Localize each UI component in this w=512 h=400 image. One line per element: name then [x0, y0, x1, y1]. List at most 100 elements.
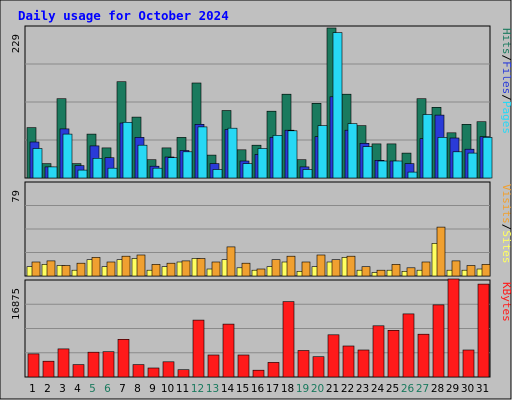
- bar-visits: [316, 254, 326, 277]
- bar-pages: [77, 169, 88, 179]
- bar-kbytes: [402, 313, 415, 378]
- bar-pages: [452, 151, 463, 179]
- bar-pages: [467, 152, 478, 179]
- legend-separator: /: [500, 224, 512, 231]
- bar-pages: [362, 146, 373, 179]
- bar-visits: [451, 260, 461, 277]
- bar-pages: [167, 157, 178, 179]
- x-tick-label: 25: [386, 383, 399, 395]
- y-max-label-bottom: 16875: [11, 288, 22, 320]
- bar-visits: [286, 255, 296, 277]
- x-tick-label: 28: [431, 383, 444, 395]
- bar-kbytes: [87, 351, 100, 378]
- x-tick-label: 31: [476, 383, 489, 395]
- bar-pages: [122, 122, 133, 179]
- bar-visits: [331, 259, 341, 277]
- x-tick-label: 17: [266, 383, 279, 395]
- bar-kbytes: [207, 354, 220, 378]
- x-tick-label: 21: [326, 383, 339, 395]
- bar-visits: [466, 265, 476, 277]
- bar-kbytes: [252, 369, 265, 378]
- bar-kbytes: [132, 364, 145, 378]
- x-tick-label: 27: [416, 383, 429, 395]
- bar-pages: [197, 126, 208, 179]
- bar-visits: [136, 254, 146, 277]
- x-tick-label: 24: [371, 383, 385, 395]
- legend-middle: Visits/Sites: [500, 184, 512, 264]
- bar-visits: [61, 265, 71, 277]
- bar-pages: [377, 160, 388, 179]
- legend-separator: /: [500, 94, 512, 101]
- bar-pages: [392, 160, 403, 179]
- bar-visits: [406, 267, 416, 277]
- bar-kbytes: [447, 278, 460, 378]
- legend-separator: /: [500, 55, 512, 62]
- bar-visits: [196, 258, 206, 277]
- bar-pages: [332, 32, 343, 179]
- bar-visits: [31, 261, 41, 277]
- x-tick-label: 29: [446, 383, 459, 395]
- bar-pages: [407, 171, 418, 179]
- x-tick-label: 3: [59, 383, 66, 395]
- bar-kbytes: [387, 329, 400, 378]
- bar-pages: [227, 127, 238, 179]
- bar-kbytes: [357, 349, 370, 378]
- x-tick-label: 11: [176, 383, 189, 395]
- bar-visits: [421, 261, 431, 277]
- bar-kbytes: [417, 333, 430, 378]
- bar-visits: [166, 262, 176, 277]
- bar-visits: [181, 260, 191, 277]
- bar-pages: [422, 114, 433, 179]
- bar-visits: [301, 261, 311, 277]
- legend-kbytes: KBytes: [500, 282, 512, 322]
- bar-pages: [137, 144, 148, 179]
- x-tick-label: 20: [311, 383, 324, 395]
- y-max-label-top: 229: [11, 34, 22, 53]
- x-tick-label: 6: [104, 383, 111, 395]
- bar-visits: [106, 261, 116, 277]
- x-tick-label: 18: [281, 383, 294, 395]
- bar-visits: [391, 264, 401, 277]
- bar-kbytes: [282, 301, 295, 378]
- bar-pages: [212, 169, 223, 179]
- x-tick-label: 1: [29, 383, 36, 395]
- x-tick-label: 9: [149, 383, 156, 395]
- bar-visits: [226, 246, 236, 277]
- bar-pages: [482, 137, 493, 179]
- bar-pages: [92, 158, 103, 179]
- bar-kbytes: [117, 338, 130, 378]
- bar-visits: [436, 226, 446, 277]
- bar-kbytes: [192, 319, 205, 378]
- x-tick-label: 16: [251, 383, 265, 395]
- legend-files: Files: [500, 61, 512, 94]
- bar-kbytes: [27, 353, 40, 378]
- legend-bottom: KBytes: [500, 282, 512, 322]
- x-tick-label: 10: [161, 383, 174, 395]
- bar-visits: [481, 264, 491, 277]
- bar-pages: [182, 151, 193, 179]
- legend-visits: Visits: [500, 184, 512, 224]
- bar-kbytes: [57, 348, 70, 378]
- bar-kbytes: [267, 362, 280, 378]
- bar-pages: [347, 123, 358, 179]
- bar-visits: [256, 268, 266, 277]
- x-tick-label: 23: [356, 383, 369, 395]
- x-tick-label: 5: [89, 383, 96, 395]
- bar-kbytes: [297, 350, 310, 378]
- bar-kbytes: [222, 323, 235, 378]
- bar-kbytes: [72, 364, 85, 378]
- legend-sites: Sites: [500, 230, 512, 263]
- bar-visits: [211, 261, 221, 277]
- bar-pages: [317, 125, 328, 179]
- bar-kbytes: [312, 356, 325, 378]
- x-tick-label: 4: [74, 383, 81, 395]
- bar-visits: [271, 259, 281, 277]
- bar-visits: [241, 262, 251, 277]
- bar-kbytes: [147, 367, 160, 378]
- bar-kbytes: [237, 354, 250, 378]
- x-tick-label: 2: [44, 383, 51, 395]
- x-tick-label: 13: [206, 383, 219, 395]
- bar-visits: [46, 260, 56, 277]
- bar-kbytes: [327, 334, 340, 378]
